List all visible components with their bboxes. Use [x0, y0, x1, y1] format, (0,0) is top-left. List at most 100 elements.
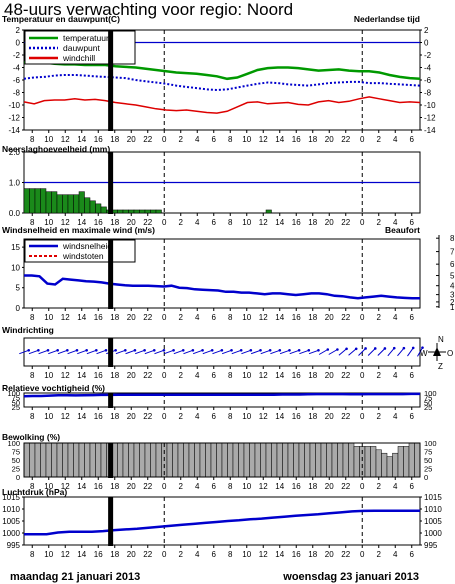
- cloud-bar: [34, 442, 41, 478]
- hour-label: 2: [377, 371, 382, 380]
- cloud-bar: [287, 442, 294, 478]
- hour-label: 0: [360, 313, 365, 322]
- hour-label: 4: [195, 482, 200, 491]
- wind-arrow: [144, 349, 155, 355]
- hour-label: 8: [30, 550, 35, 559]
- precip-bar: [67, 194, 74, 214]
- cloud-bar: [227, 442, 234, 478]
- hour-label: 22: [341, 313, 350, 322]
- hour-label: 10: [44, 371, 53, 380]
- hour-label: 20: [325, 313, 334, 322]
- wind-arrow-head: [172, 348, 175, 352]
- hour-label: 14: [275, 371, 284, 380]
- hour-label: 0: [360, 218, 365, 227]
- hour-label: 18: [110, 482, 119, 491]
- hour-label: 10: [242, 412, 251, 421]
- wind-arrow: [358, 348, 366, 356]
- hour-label: 0: [360, 371, 365, 380]
- date-right: woensdag 23 januari 2013: [282, 571, 419, 583]
- wind-arrow: [28, 349, 39, 355]
- wind-arrow: [260, 349, 271, 355]
- humidity-line: [23, 392, 420, 398]
- cloud-bar: [221, 442, 228, 478]
- wind-arrow-head: [133, 348, 137, 352]
- wind-arrow-head: [259, 348, 262, 352]
- compass-z: Z: [438, 362, 443, 371]
- hour-label: 8: [30, 412, 35, 421]
- wind-arrow-head: [278, 348, 282, 352]
- precip-bar: [62, 194, 69, 214]
- wind-arrow: [417, 347, 423, 357]
- wind-arrow: [289, 349, 300, 355]
- hour-label: 6: [212, 550, 217, 559]
- beaufort-label: 1: [450, 303, 455, 312]
- hour-label: 20: [325, 371, 334, 380]
- hour-label: 12: [61, 482, 70, 491]
- y-tick-label: 5: [16, 284, 21, 293]
- y-tick-label: -10: [8, 101, 20, 110]
- wind-arrow-head: [220, 348, 224, 352]
- hour-label: 22: [143, 218, 152, 227]
- y-tick-label-right: 1015: [424, 493, 442, 502]
- cloud-bar: [45, 442, 52, 478]
- precip-bar: [122, 209, 129, 214]
- hour-label: 22: [143, 135, 152, 144]
- y-tick-label-right: -2: [424, 51, 432, 60]
- wind-arrow: [387, 347, 395, 357]
- y-tick-label: 50: [12, 456, 20, 465]
- hour-label: 8: [228, 482, 233, 491]
- hour-label: 14: [77, 313, 86, 322]
- cloud-bar: [326, 442, 333, 478]
- hour-label: 6: [410, 218, 415, 227]
- cloud-bar: [183, 442, 190, 478]
- precip-bar: [45, 191, 52, 214]
- hour-label: 6: [212, 218, 217, 227]
- cloud-bar: [342, 442, 349, 478]
- cloud-bar: [364, 446, 371, 478]
- legend-label: windchill: [62, 53, 95, 63]
- hour-label: 10: [44, 135, 53, 144]
- hour-label: 8: [228, 135, 233, 144]
- wind-arrow: [115, 349, 126, 355]
- hour-label: 16: [292, 482, 301, 491]
- hour-label: 0: [360, 550, 365, 559]
- cloud-bar: [56, 442, 63, 478]
- y-tick-label: -12: [8, 114, 20, 123]
- hour-label: 14: [77, 550, 86, 559]
- precip-bar: [34, 188, 41, 214]
- wind-arrow: [48, 349, 58, 355]
- current-time-bar: [108, 239, 114, 309]
- y-tick-label-right: 1000: [424, 529, 442, 538]
- hour-label: 6: [212, 371, 217, 380]
- cloud-bar: [67, 442, 74, 478]
- wind-arrow-head: [123, 348, 127, 352]
- beaufort-label: 4: [450, 282, 455, 291]
- hour-label: 16: [292, 412, 301, 421]
- cloud-bar: [100, 442, 107, 478]
- y-tick-label-right: 75: [424, 448, 432, 457]
- hour-label: 22: [143, 482, 152, 491]
- cloud-bar: [23, 442, 30, 478]
- timezone-note: Nederlandse tijd: [354, 14, 420, 24]
- hour-label: 16: [94, 482, 103, 491]
- wind-arrow-head: [27, 348, 30, 352]
- precip-bar: [56, 194, 63, 214]
- wind-arrow-head: [354, 347, 358, 351]
- legend-label: dauwpunt: [63, 43, 101, 53]
- y-tick-label: 0: [16, 473, 20, 482]
- date-left: maandag 21 januari 2013: [10, 571, 140, 583]
- wind-arrow: [250, 349, 261, 355]
- hour-label: 6: [212, 482, 217, 491]
- hour-label: 2: [179, 550, 184, 559]
- wind-arrow: [348, 348, 357, 356]
- cloud-bar: [381, 452, 388, 478]
- hour-label: 0: [360, 412, 365, 421]
- hour-label: 4: [195, 371, 200, 380]
- y-tick-label-right: 25: [424, 403, 432, 412]
- cloud-bar: [271, 442, 278, 478]
- y-tick-label: 2.0: [9, 148, 21, 157]
- hour-label: 20: [127, 218, 136, 227]
- hour-label: 16: [292, 313, 301, 322]
- cloud-bar: [78, 442, 85, 478]
